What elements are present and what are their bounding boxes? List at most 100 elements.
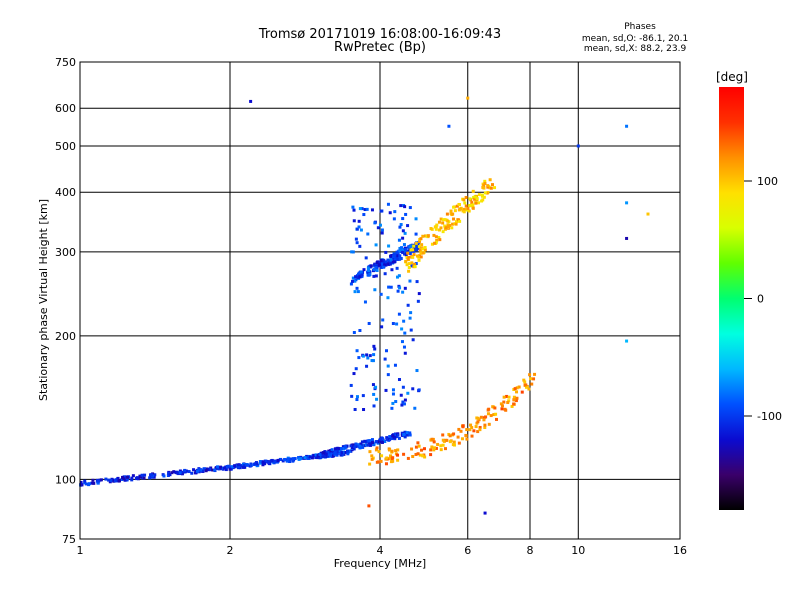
data-point	[401, 400, 405, 404]
isolated-data-point	[447, 124, 451, 128]
data-point	[339, 453, 343, 457]
data-point	[358, 207, 362, 211]
data-point	[206, 468, 210, 472]
data-point	[483, 191, 487, 195]
data-point	[379, 209, 383, 213]
phases-title: Phases	[624, 22, 656, 32]
data-point	[527, 387, 531, 391]
data-point	[389, 258, 393, 262]
data-point	[502, 395, 506, 399]
data-point	[398, 286, 402, 290]
data-point	[467, 209, 471, 213]
data-point	[242, 463, 246, 467]
data-point	[374, 243, 378, 247]
data-point	[328, 453, 332, 457]
data-point	[404, 431, 408, 435]
data-point	[384, 462, 388, 466]
data-point	[113, 479, 117, 483]
data-point	[457, 208, 461, 212]
data-point	[469, 423, 473, 427]
data-point	[338, 447, 342, 451]
data-point	[310, 456, 314, 460]
data-point	[201, 469, 205, 473]
data-point	[246, 463, 250, 467]
data-point	[349, 444, 353, 448]
data-point	[435, 223, 439, 227]
data-point	[402, 432, 406, 436]
data-point	[406, 391, 410, 395]
data-point	[326, 451, 330, 455]
data-point	[476, 416, 480, 420]
y-axis-ticks: 75 100 200 300 400 500 600 750	[55, 56, 76, 546]
data-point	[429, 448, 433, 452]
data-point	[263, 462, 267, 466]
data-point	[359, 228, 363, 232]
data-point	[487, 407, 491, 411]
data-point	[381, 318, 385, 322]
y-tick-label: 100	[55, 473, 76, 486]
data-point	[366, 273, 370, 277]
data-point	[87, 482, 91, 486]
data-point	[400, 327, 404, 331]
data-point	[449, 211, 453, 215]
data-point	[407, 256, 411, 260]
data-point	[404, 212, 408, 216]
data-point	[418, 248, 422, 252]
data-point	[473, 197, 477, 201]
data-point	[374, 274, 378, 278]
data-point	[378, 439, 382, 443]
data-point	[353, 407, 357, 411]
data-point	[399, 393, 403, 397]
data-point	[217, 467, 221, 471]
data-point	[375, 269, 379, 273]
data-point	[414, 241, 418, 245]
data-point	[512, 402, 516, 406]
data-point	[385, 456, 389, 460]
data-point	[388, 262, 392, 266]
data-point	[386, 296, 390, 300]
data-point	[414, 452, 418, 456]
data-point	[351, 205, 355, 209]
data-point	[380, 228, 384, 232]
data-point	[409, 244, 413, 248]
data-point	[352, 331, 356, 335]
data-point	[314, 456, 318, 460]
data-point	[437, 220, 441, 224]
data-point	[390, 449, 394, 453]
data-point	[433, 446, 437, 450]
data-point	[383, 272, 387, 276]
data-point	[359, 270, 363, 274]
data-point	[464, 204, 468, 208]
data-point	[492, 413, 496, 417]
data-point	[415, 280, 419, 284]
data-point	[405, 433, 409, 437]
data-point	[149, 473, 153, 477]
data-point	[360, 207, 364, 211]
data-point	[363, 208, 367, 212]
data-point	[380, 440, 384, 444]
data-point	[462, 210, 466, 214]
data-point	[413, 262, 417, 266]
data-point	[452, 432, 456, 436]
data-point	[353, 445, 357, 449]
y-tick-label: 300	[55, 246, 76, 259]
colorbar-tick-label: -100	[757, 410, 782, 423]
data-point	[374, 262, 378, 266]
data-point	[314, 453, 318, 457]
data-point	[354, 367, 358, 371]
data-point	[335, 450, 339, 454]
data-point	[403, 252, 407, 256]
data-point	[414, 445, 418, 449]
data-point	[470, 201, 474, 205]
data-point	[425, 234, 429, 238]
data-point	[216, 465, 220, 469]
data-point	[387, 285, 391, 289]
data-point	[404, 259, 408, 263]
data-point	[468, 428, 472, 432]
data-point	[418, 239, 422, 243]
data-point	[341, 445, 345, 449]
data-point	[385, 262, 389, 266]
data-point	[406, 303, 410, 307]
data-point	[443, 224, 447, 228]
data-point	[429, 227, 433, 231]
